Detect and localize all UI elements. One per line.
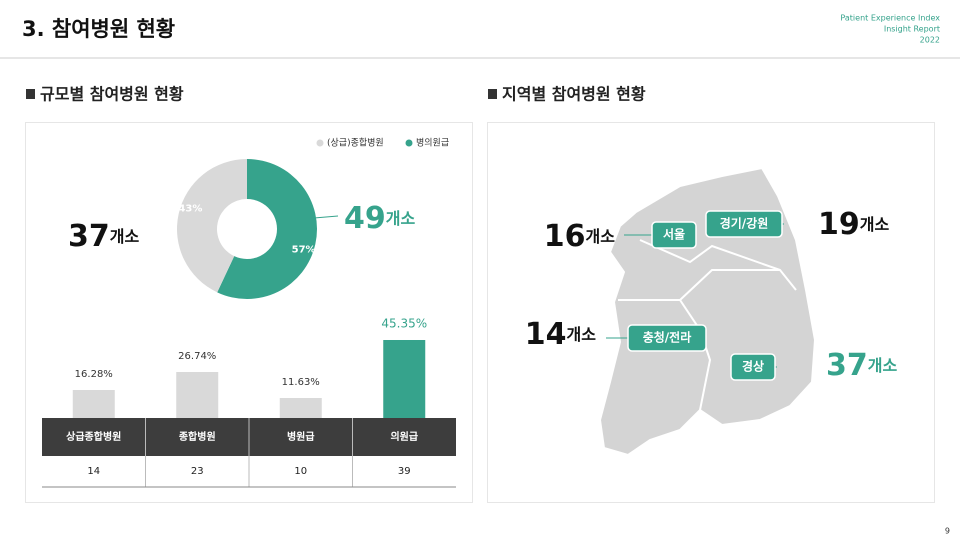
table-cell: 14 bbox=[87, 466, 100, 477]
region-label: 경상 bbox=[742, 359, 764, 374]
bar bbox=[383, 339, 426, 418]
region-label: 경기/강원 bbox=[720, 216, 769, 231]
count-label: 49개소 bbox=[344, 201, 415, 236]
count: 19 bbox=[818, 207, 860, 242]
count-label: 14개소 bbox=[525, 317, 596, 352]
region-label: 충청/전라 bbox=[643, 330, 692, 345]
unit: 개소 bbox=[586, 227, 616, 246]
count: 37 bbox=[826, 348, 868, 383]
column-header: 상급종합병원 bbox=[66, 430, 121, 443]
legend-dot bbox=[316, 139, 324, 147]
bar-label: 16.28% bbox=[75, 369, 113, 380]
charts: 57%43%(상급)종합병원 병의원급37개소49개소16.28%상급종합병원14… bbox=[42, 138, 897, 488]
region-badge bbox=[627, 324, 707, 352]
legend-label: (상급)종합병원 bbox=[327, 138, 384, 149]
title: 3. 참여병원 현황 bbox=[22, 17, 175, 41]
region-label: 서울 bbox=[663, 227, 685, 242]
section-title: 규모별 참여병원 현황 bbox=[40, 85, 184, 104]
table-cell: 39 bbox=[398, 466, 411, 477]
count-label: 16개소 bbox=[544, 219, 615, 254]
unit: 개소 bbox=[567, 325, 597, 344]
count: 16 bbox=[544, 219, 586, 254]
donut-slice bbox=[217, 159, 317, 299]
slice-label: 43% bbox=[178, 203, 202, 214]
region-badge bbox=[705, 210, 783, 238]
count: 14 bbox=[525, 317, 567, 352]
column-header: 병원급 bbox=[287, 430, 315, 443]
bar bbox=[279, 397, 322, 418]
count-label: 19개소 bbox=[818, 207, 889, 242]
page-number: 9 bbox=[945, 527, 950, 536]
unit: 개소 bbox=[860, 215, 890, 234]
column-header: 의원급 bbox=[390, 430, 418, 443]
brand: Insight Report bbox=[884, 25, 940, 34]
brand: Patient Experience Index bbox=[840, 14, 940, 23]
bar bbox=[72, 389, 115, 418]
bar-label: 11.63% bbox=[282, 377, 320, 388]
map-border bbox=[639, 239, 781, 271]
bar-label: 26.74% bbox=[178, 351, 216, 362]
region-badge bbox=[730, 353, 776, 381]
count-label: 37개소 bbox=[68, 219, 139, 254]
connector bbox=[313, 215, 339, 219]
icon bbox=[26, 89, 35, 99]
unit: 개소 bbox=[868, 356, 898, 375]
unit: 개소 bbox=[386, 209, 416, 228]
table-cell: 23 bbox=[191, 466, 204, 477]
map-border bbox=[679, 269, 797, 301]
count: 37 bbox=[68, 219, 110, 254]
column-header: 종합병원 bbox=[179, 430, 216, 443]
legend-label: 병의원급 bbox=[416, 138, 449, 149]
region-badge bbox=[651, 221, 697, 249]
legend-dot bbox=[405, 139, 413, 147]
table-cell: 10 bbox=[294, 466, 307, 477]
bar bbox=[176, 372, 219, 418]
icon bbox=[488, 89, 497, 99]
bar-label: 45.35% bbox=[381, 316, 427, 330]
unit: 개소 bbox=[110, 227, 140, 246]
count-label: 37개소 bbox=[826, 348, 897, 383]
brand: 2022 bbox=[920, 36, 940, 45]
slice-label: 57% bbox=[292, 245, 316, 256]
donut-slice bbox=[177, 159, 247, 293]
count: 49 bbox=[344, 201, 386, 236]
section-title: 지역별 참여병원 현황 bbox=[502, 85, 646, 104]
